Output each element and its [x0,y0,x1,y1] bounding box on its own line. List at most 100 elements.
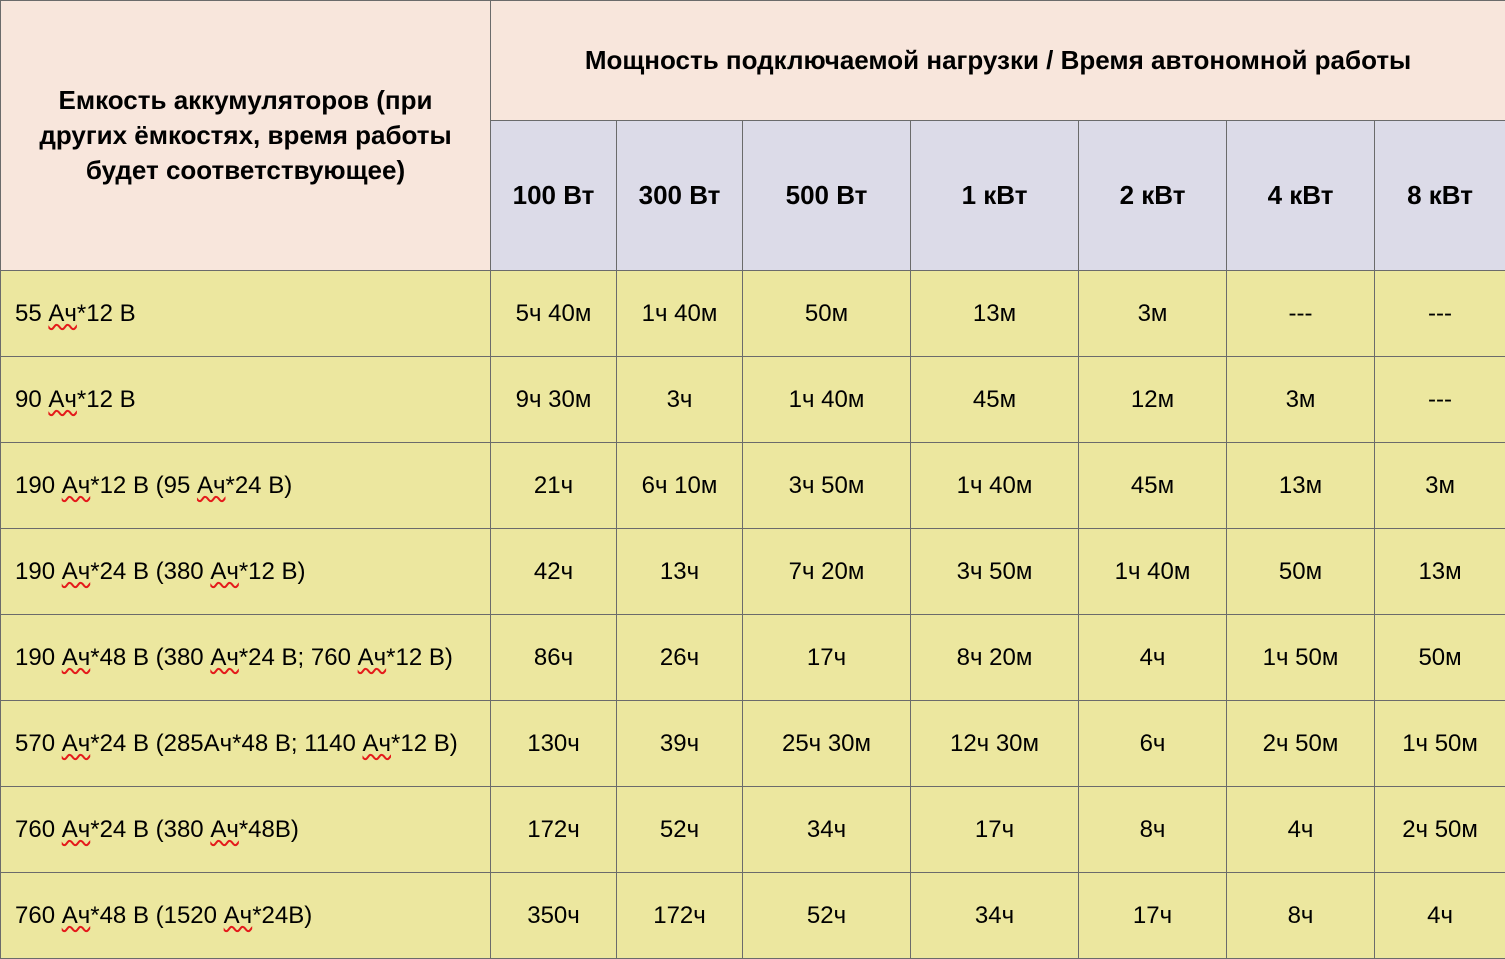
runtime-cell: 13ч [617,529,743,615]
capacity-label: 570 Ач*24 В (285Ач*48 В; 1140 Ач*12 В) [1,730,490,758]
runtime-value: 26ч [617,644,742,672]
header-power-col: 1 кВт [911,121,1079,271]
runtime-value: 4ч [1227,816,1374,844]
runtime-cell: 8ч [1227,873,1375,959]
runtime-cell: 3ч [617,357,743,443]
runtime-cell: 172ч [491,787,617,873]
runtime-value: 13м [911,300,1078,328]
runtime-cell: 4ч [1079,615,1227,701]
header-power-col-label: 500 Вт [743,171,910,220]
header-power-col: 4 кВт [1227,121,1375,271]
runtime-value: 17ч [911,816,1078,844]
runtime-cell: --- [1227,271,1375,357]
capacity-cell: 55 Ач*12 В [1,271,491,357]
runtime-cell: 50м [1227,529,1375,615]
runtime-cell: 12м [1079,357,1227,443]
runtime-value: 12м [1079,386,1226,414]
runtime-value: 12ч 30м [911,730,1078,758]
runtime-cell: 34ч [743,787,911,873]
runtime-cell: 13м [1227,443,1375,529]
runtime-value: 34ч [911,902,1078,930]
capacity-cell: 90 Ач*12 В [1,357,491,443]
runtime-cell: 2ч 50м [1227,701,1375,787]
runtime-cell: 1ч 50м [1227,615,1375,701]
table-row: 190 Ач*48 В (380 Ач*24 В; 760 Ач*12 В)86… [1,615,1505,701]
runtime-cell: 4ч [1375,873,1505,959]
runtime-cell: 13м [911,271,1079,357]
runtime-cell: 130ч [491,701,617,787]
runtime-cell: 1ч 50м [1375,701,1505,787]
runtime-value: 50м [1227,558,1374,586]
runtime-value: 3м [1227,386,1374,414]
runtime-cell: 2ч 50м [1375,787,1505,873]
runtime-cell: 50м [1375,615,1505,701]
runtime-cell: 1ч 40м [617,271,743,357]
capacity-cell: 760 Ач*24 В (380 Ач*48В) [1,787,491,873]
runtime-value: --- [1227,300,1374,328]
table-row: 760 Ач*48 В (1520 Ач*24В)350ч172ч52ч34ч1… [1,873,1505,959]
runtime-cell: --- [1375,357,1505,443]
runtime-value: 3ч 50м [911,558,1078,586]
runtime-cell: 12ч 30м [911,701,1079,787]
runtime-value: 17ч [743,644,910,672]
runtime-value: 8ч [1227,902,1374,930]
runtime-value: --- [1375,300,1505,328]
runtime-cell: 350ч [491,873,617,959]
runtime-cell: 6ч [1079,701,1227,787]
runtime-value: 2ч 50м [1375,816,1505,844]
runtime-cell: 17ч [1079,873,1227,959]
runtime-value: 172ч [491,816,616,844]
runtime-value: 5ч 40м [491,300,616,328]
runtime-cell: 1ч 40м [911,443,1079,529]
runtime-cell: 45м [1079,443,1227,529]
header-power-col: 8 кВт [1375,121,1505,271]
runtime-cell: 1ч 40м [743,357,911,443]
header-power-col-label: 300 Вт [617,171,742,220]
capacity-cell: 190 Ач*24 В (380 Ач*12 В) [1,529,491,615]
runtime-cell: 1ч 40м [1079,529,1227,615]
runtime-value: 1ч 40м [743,386,910,414]
runtime-value: 50м [743,300,910,328]
runtime-cell: 26ч [617,615,743,701]
runtime-value: 1ч 50м [1227,644,1374,672]
runtime-cell: 4ч [1227,787,1375,873]
runtime-value: 3ч 50м [743,472,910,500]
runtime-cell: 9ч 30м [491,357,617,443]
capacity-label: 190 Ач*12 В (95 Ач*24 В) [1,472,490,500]
header-power-col-label: 2 кВт [1079,171,1226,220]
runtime-cell: 8ч [1079,787,1227,873]
runtime-value: 4ч [1079,644,1226,672]
runtime-value: 86ч [491,644,616,672]
runtime-value: 13м [1227,472,1374,500]
runtime-value: 6ч [1079,730,1226,758]
runtime-value: 52ч [617,816,742,844]
header-capacity: Емкость аккумуляторов (при других ёмкост… [1,1,491,271]
capacity-label: 760 Ач*48 В (1520 Ач*24В) [1,902,490,930]
runtime-value: 350ч [491,902,616,930]
capacity-cell: 190 Ач*48 В (380 Ач*24 В; 760 Ач*12 В) [1,615,491,701]
runtime-value: 2ч 50м [1227,730,1374,758]
header-power-col: 300 Вт [617,121,743,271]
runtime-value: 25ч 30м [743,730,910,758]
capacity-cell: 760 Ач*48 В (1520 Ач*24В) [1,873,491,959]
header-power-col-label: 100 Вт [491,171,616,220]
runtime-value: 8ч 20м [911,644,1078,672]
runtime-value: 42ч [491,558,616,586]
table-row: 190 Ач*24 В (380 Ач*12 В)42ч13ч7ч 20м3ч … [1,529,1505,615]
runtime-value: 21ч [491,472,616,500]
header-power-col: 100 Вт [491,121,617,271]
runtime-cell: 3м [1079,271,1227,357]
runtime-value: 3ч [617,386,742,414]
runtime-value: 1ч 40м [1079,558,1226,586]
runtime-cell: 34ч [911,873,1079,959]
runtime-cell: 25ч 30м [743,701,911,787]
runtime-cell: 52ч [617,787,743,873]
runtime-value: 4ч [1375,902,1505,930]
header-capacity-label: Емкость аккумуляторов (при других ёмкост… [1,65,490,206]
header-power-col-label: 1 кВт [911,171,1078,220]
header-power-group: Мощность подключаемой нагрузки / Время а… [491,1,1505,121]
runtime-value: 6ч 10м [617,472,742,500]
table-row: 570 Ач*24 В (285Ач*48 В; 1140 Ач*12 В)13… [1,701,1505,787]
runtime-value: 172ч [617,902,742,930]
runtime-value: 45м [911,386,1078,414]
